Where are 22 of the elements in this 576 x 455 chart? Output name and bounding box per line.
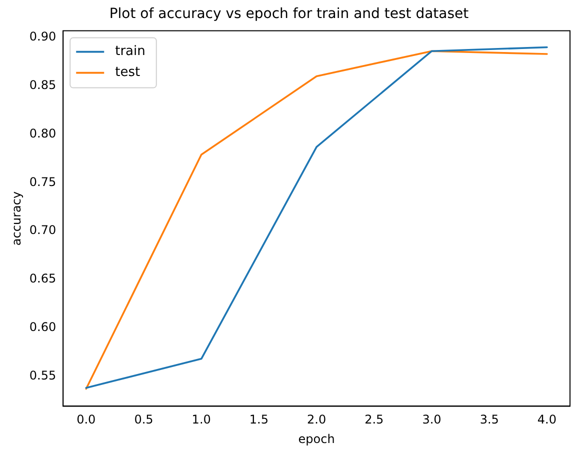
x-tick-label: 1.0 <box>192 412 211 427</box>
x-tick-label: 0.5 <box>134 412 154 427</box>
x-tick-label: 4.0 <box>537 412 557 427</box>
x-tick-label: 0.0 <box>76 412 96 427</box>
x-tick-label: 2.5 <box>364 412 384 427</box>
y-axis-title: accuracy <box>9 191 24 246</box>
chart-title: Plot of accuracy vs epoch for train and test dataset <box>109 6 470 22</box>
y-tick-label: 0.55 <box>29 368 56 382</box>
y-tick-label: 0.90 <box>29 30 56 44</box>
x-axis-title: epoch <box>298 432 335 446</box>
x-tick-label: 3.0 <box>422 412 442 427</box>
x-tick-label: 1.5 <box>249 412 269 427</box>
y-tick-label: 0.70 <box>29 223 56 238</box>
legend-label: train <box>115 44 146 60</box>
y-tick-label: 0.85 <box>29 78 56 92</box>
legend-label: test <box>115 65 140 80</box>
y-tick-label: 0.80 <box>29 126 56 140</box>
y-tick-label: 0.60 <box>29 320 56 334</box>
x-tick-label: 3.5 <box>480 412 499 427</box>
y-tick-label: 0.75 <box>29 174 56 189</box>
y-tick-label: 0.65 <box>29 272 56 286</box>
x-tick-label: 2.0 <box>307 412 326 427</box>
